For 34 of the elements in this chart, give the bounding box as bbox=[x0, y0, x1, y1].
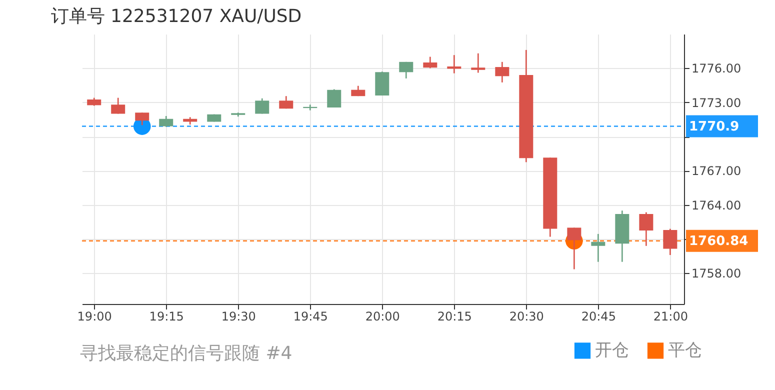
x-tick-label: 20:00 bbox=[365, 310, 400, 324]
x-tick-label: 20:45 bbox=[581, 310, 616, 324]
x-tick-label: 19:45 bbox=[293, 310, 328, 324]
candlestick bbox=[327, 88, 342, 108]
candlestick bbox=[279, 95, 294, 110]
candlestick bbox=[495, 61, 510, 84]
candlestick bbox=[111, 97, 126, 114]
candlestick bbox=[399, 61, 414, 80]
x-tick-label: 20:30 bbox=[509, 310, 544, 324]
candlestick bbox=[567, 227, 582, 270]
ref-line-label: 1770.9 bbox=[689, 119, 740, 134]
x-tick-label: 19:00 bbox=[77, 310, 112, 324]
candlestick bbox=[159, 115, 174, 128]
y-tick-label: 1767.00 bbox=[692, 164, 742, 178]
ref-line-label: 1760.84 bbox=[689, 234, 748, 249]
legend-label: 平仓 bbox=[668, 340, 702, 361]
y-tick-label: 1758.00 bbox=[692, 266, 742, 281]
x-tick-label: 19:30 bbox=[221, 310, 256, 324]
x-tick-label: 20:15 bbox=[437, 310, 472, 324]
candlestick bbox=[639, 212, 654, 247]
chart-title: 订单号 122531207 XAU/USD bbox=[50, 6, 302, 27]
legend-label: 开仓 bbox=[595, 340, 629, 361]
text: 寻找最稳定的信号跟随 #4 bbox=[80, 343, 292, 364]
x-tick-label: 19:15 bbox=[149, 310, 184, 324]
y-tick-label: 1773.00 bbox=[692, 96, 742, 110]
candlestick bbox=[255, 98, 270, 114]
x-tick-label: 21:00 bbox=[653, 310, 688, 324]
candlestick bbox=[423, 56, 438, 69]
candlestick bbox=[591, 233, 606, 262]
candlestick bbox=[663, 228, 678, 256]
candlestick bbox=[375, 70, 390, 96]
y-tick-label: 1764.00 bbox=[692, 198, 742, 212]
candlestick bbox=[471, 52, 486, 74]
y-tick-label: 1776.00 bbox=[692, 62, 742, 76]
